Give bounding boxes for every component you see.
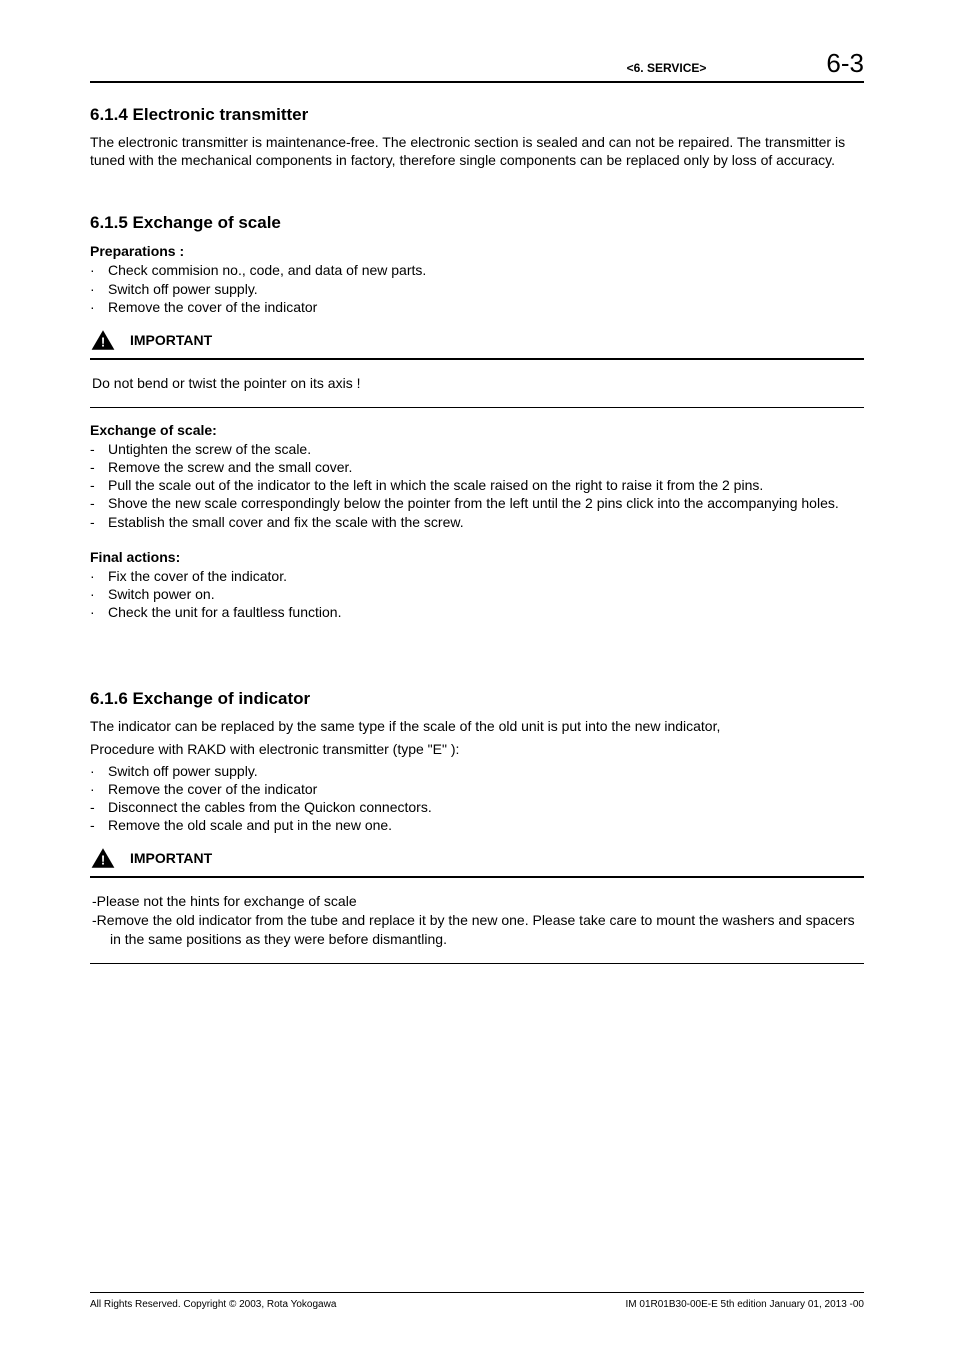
section-614-title: 6.1.4 Electronic transmitter	[90, 105, 864, 125]
list-item: -Remove the old scale and put in the new…	[90, 816, 864, 834]
section-616-title: 6.1.6 Exchange of indicator	[90, 689, 864, 709]
important-label: IMPORTANT	[130, 332, 212, 348]
list-item: ·Check commision no., code, and data of …	[90, 261, 864, 279]
final-actions-list: ·Fix the cover of the indicator. ·Switch…	[90, 567, 864, 622]
section-616-intro1: The indicator can be replaced by the sam…	[90, 717, 864, 735]
page-footer: All Rights Reserved. Copyright © 2003, R…	[90, 1292, 864, 1310]
section-614-paragraph: The electronic transmitter is maintenanc…	[90, 133, 864, 169]
list-item: -Remove the screw and the small cover.	[90, 458, 864, 476]
list-item: -Shove the new scale correspondingly bel…	[90, 494, 864, 512]
svg-text:!: !	[101, 853, 105, 868]
final-actions-head: Final actions:	[90, 549, 864, 565]
footer-right: IM 01R01B30-00E-E 5th edition January 01…	[626, 1299, 865, 1310]
important-label: IMPORTANT	[130, 850, 212, 866]
important-box-content-2: -Please not the hints for exchange of sc…	[90, 878, 864, 963]
list-item: -Disconnect the cables from the Quickon …	[90, 798, 864, 816]
important-box-rule	[90, 963, 864, 964]
section-616-list: ·Switch off power supply. ·Remove the co…	[90, 762, 864, 835]
list-item: ·Remove the cover of the indicator	[90, 298, 864, 316]
list-item: ·Remove the cover of the indicator	[90, 780, 864, 798]
page-number: 6-3	[826, 48, 864, 79]
important-box-header-2: ! IMPORTANT	[90, 846, 864, 878]
preparations-list: ·Check commision no., code, and data of …	[90, 261, 864, 316]
important-box-header: ! IMPORTANT	[90, 328, 864, 360]
important-box-rule	[90, 407, 864, 408]
section-616-intro2: Procedure with RAKD with electronic tran…	[90, 740, 864, 758]
footer-left: All Rights Reserved. Copyright © 2003, R…	[90, 1299, 336, 1310]
list-item: ·Check the unit for a faultless function…	[90, 603, 864, 621]
page: <6. SERVICE> 6-3 6.1.4 Electronic transm…	[0, 0, 954, 1350]
preparations-head: Preparations :	[90, 243, 864, 259]
list-item: -Please not the hints for exchange of sc…	[92, 892, 862, 911]
list-item: ·Switch off power supply.	[90, 280, 864, 298]
warning-icon: !	[90, 328, 116, 352]
list-item: -Pull the scale out of the indicator to …	[90, 476, 864, 494]
list-item: -Untighten the screw of the scale.	[90, 440, 864, 458]
page-header: <6. SERVICE> 6-3	[90, 48, 864, 83]
warning-icon: !	[90, 846, 116, 870]
list-item: -Remove the old indicator from the tube …	[92, 911, 862, 949]
list-item: -Establish the small cover and fix the s…	[90, 513, 864, 531]
important-box-content: Do not bend or twist the pointer on its …	[90, 360, 864, 407]
exchange-head: Exchange of scale:	[90, 422, 864, 438]
list-item: ·Fix the cover of the indicator.	[90, 567, 864, 585]
exchange-list: -Untighten the screw of the scale. -Remo…	[90, 440, 864, 531]
section-615-title: 6.1.5 Exchange of scale	[90, 213, 864, 233]
list-item: ·Switch off power supply.	[90, 762, 864, 780]
list-item: ·Switch power on.	[90, 585, 864, 603]
header-chapter: <6. SERVICE>	[627, 61, 707, 75]
svg-text:!: !	[101, 334, 105, 349]
